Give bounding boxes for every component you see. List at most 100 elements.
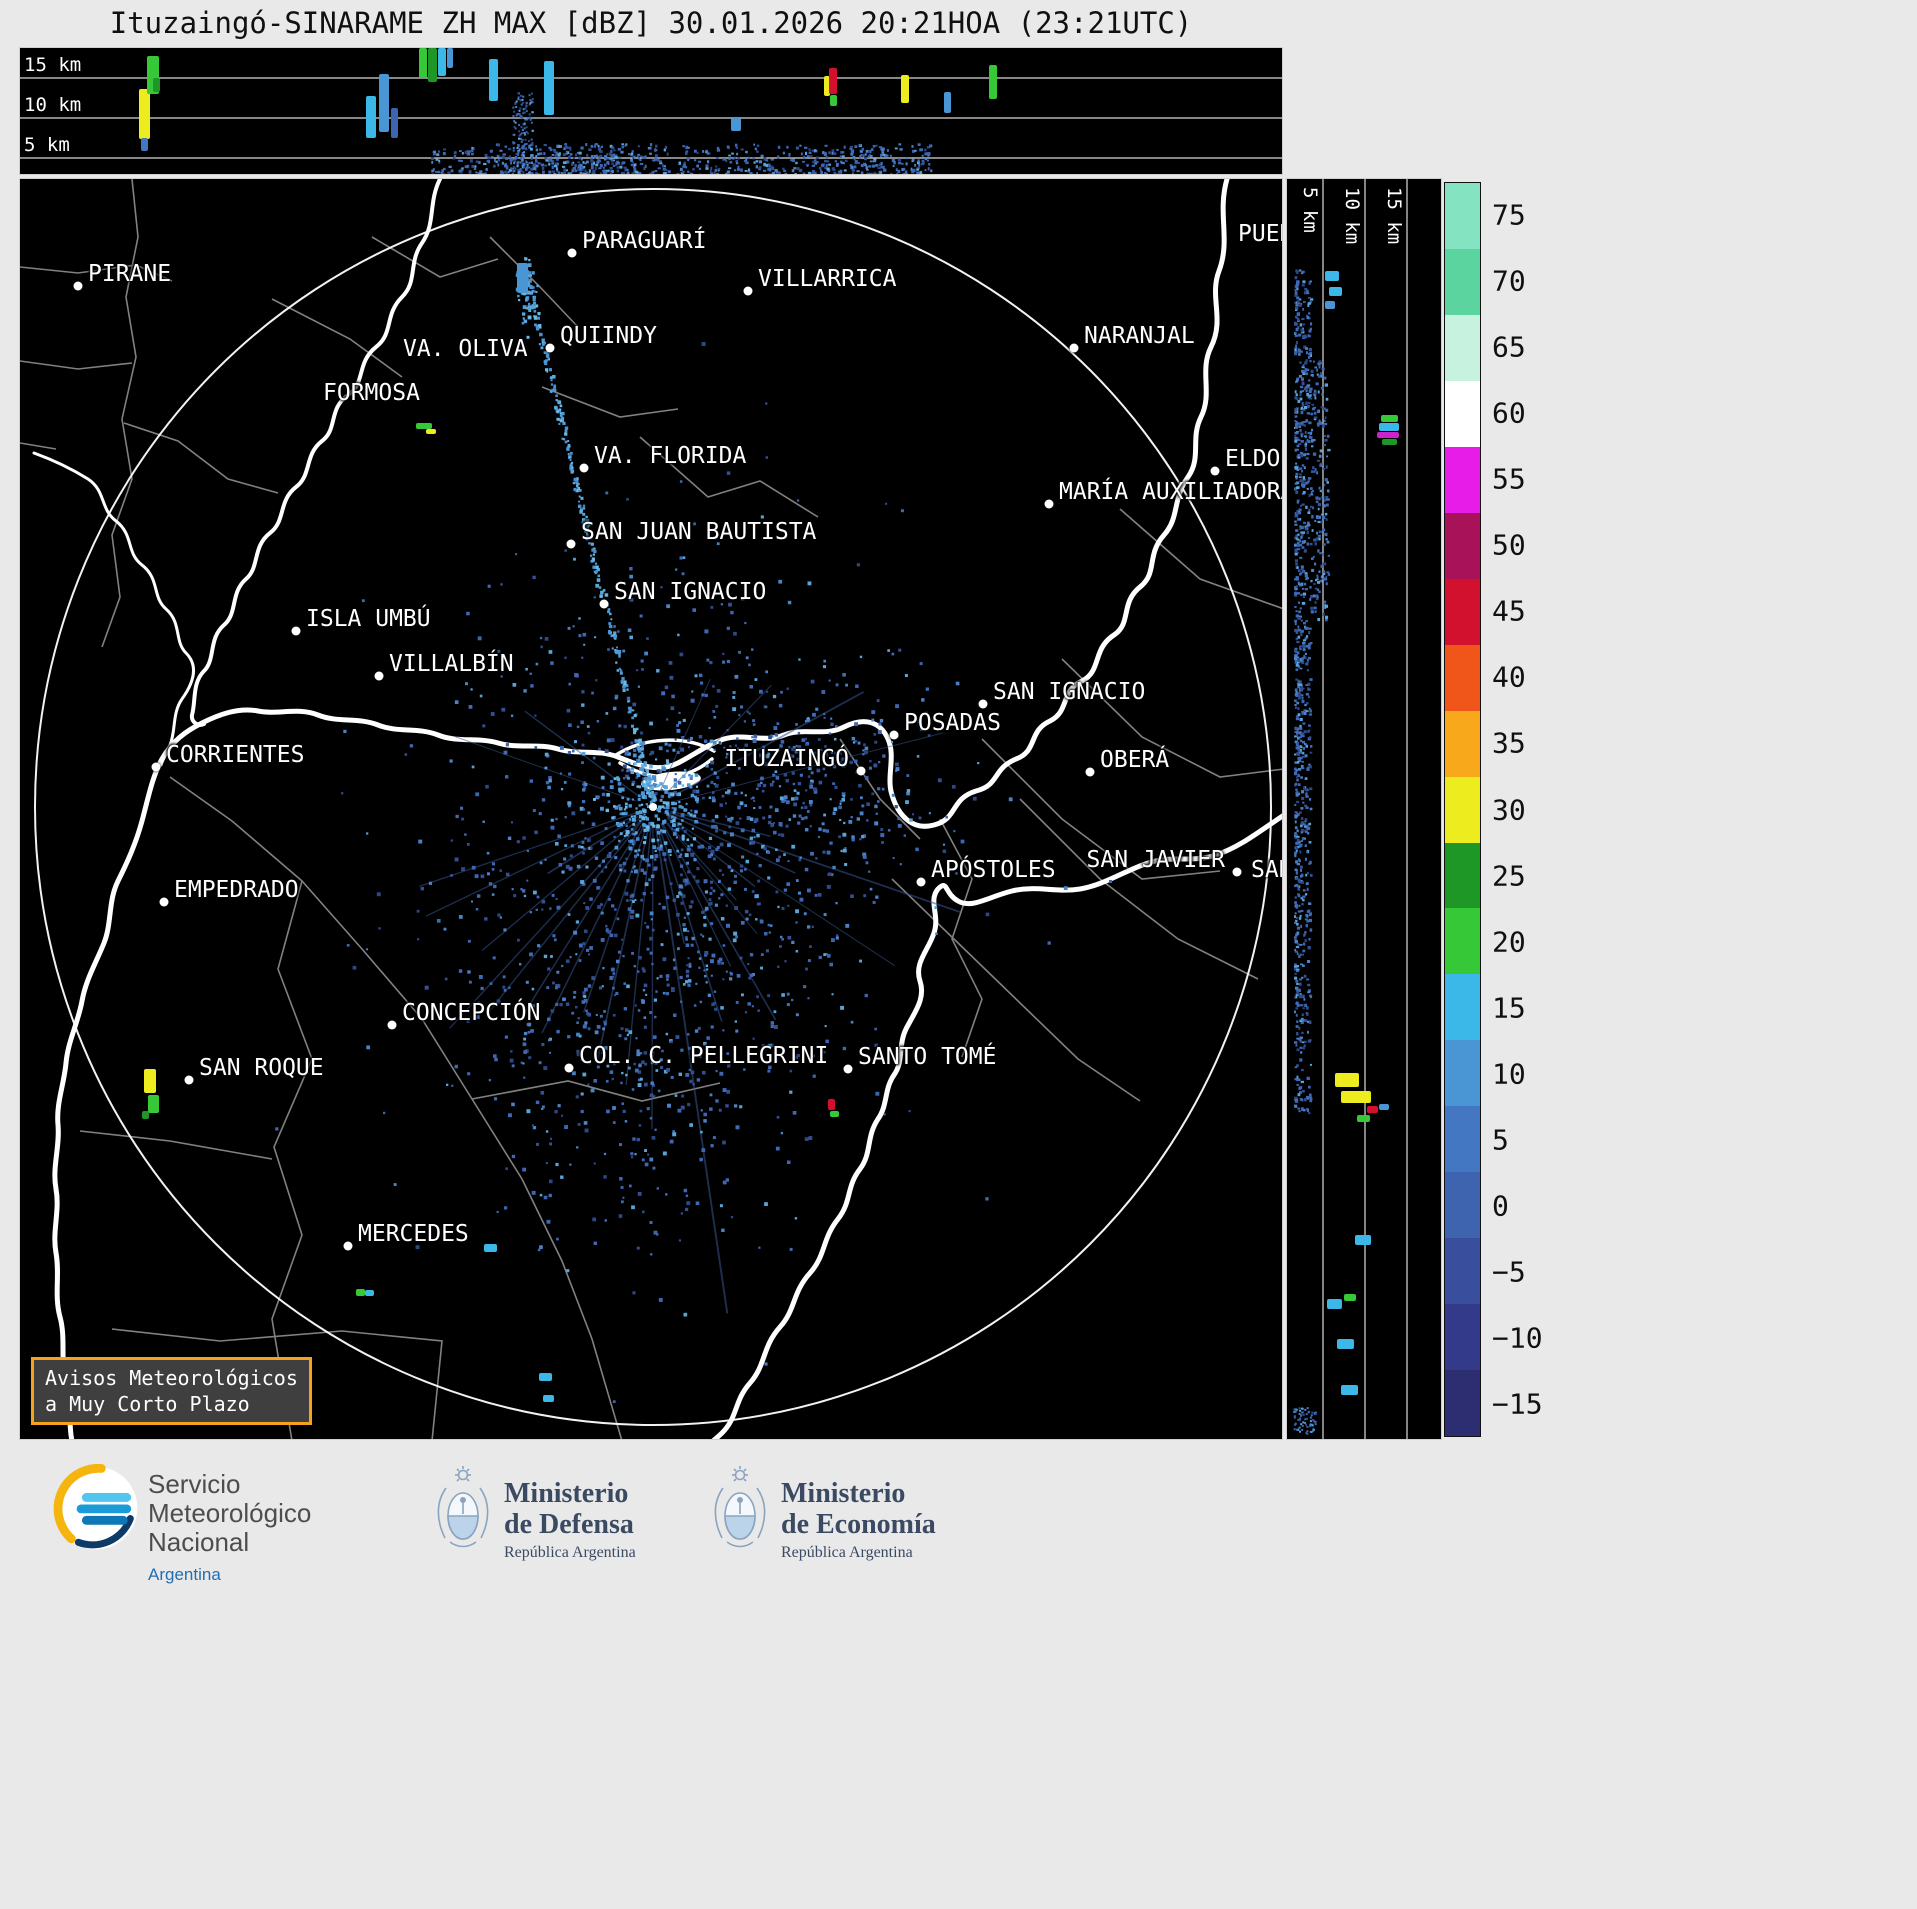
colorbar-band	[1445, 512, 1480, 579]
city-dot	[843, 1064, 853, 1074]
city-label: MERCEDES	[358, 1221, 469, 1247]
city-label: ELDOR	[1225, 446, 1282, 472]
city-dot	[567, 248, 577, 258]
city-dot	[916, 877, 926, 887]
colorbar-tick-label: 65	[1492, 330, 1526, 364]
economia-subtitle: República Argentina	[781, 1544, 913, 1561]
city-label: SAN IGNACIO	[993, 679, 1146, 705]
colorbar-tick-label: −15	[1492, 1387, 1543, 1421]
city-dot	[889, 730, 899, 740]
city-dot	[566, 539, 576, 549]
city-dot	[151, 762, 161, 772]
colorbar-band	[1445, 644, 1480, 711]
city-dot	[343, 1241, 353, 1251]
city-dot	[743, 286, 753, 296]
colorbar-tick-label: 35	[1492, 726, 1526, 760]
profile-echo-cells-layer	[139, 48, 997, 151]
city-label: VILLALBÍN	[389, 651, 514, 677]
city-label: QUIINDY	[560, 323, 657, 349]
colorbar-tick-label: 50	[1492, 528, 1526, 562]
city-label: CONCEPCIÓN	[402, 1000, 541, 1026]
colorbar-band	[1445, 974, 1480, 1041]
colorbar-band	[1445, 1304, 1480, 1371]
colorbar-tick-label: 20	[1492, 925, 1526, 959]
colorbar-band	[1445, 314, 1480, 381]
warning-line-1: Avisos Meteorológicos	[45, 1366, 298, 1390]
city-dot	[1044, 499, 1054, 509]
smn-line-3: Nacional	[148, 1527, 250, 1557]
city-dot	[73, 281, 83, 291]
radar-map-canvas	[20, 179, 1282, 1439]
smn-country: Argentina	[148, 1565, 221, 1584]
city-label: APÓSTOLES	[931, 857, 1056, 883]
colorbar-band	[1445, 842, 1480, 909]
city-dot	[564, 1063, 574, 1073]
city-label: ITUZAINGÓ	[724, 746, 849, 772]
colorbar-band	[1445, 776, 1480, 843]
side-altitude-profile-panel: 5 km 10 km 15 km	[1286, 178, 1442, 1440]
altitude-label-10km: 10 km	[24, 94, 82, 116]
altitude-label-5km: 5 km	[24, 134, 70, 156]
altitude-label-15km: 15 km	[24, 54, 82, 76]
city-label: SAN ROQUE	[199, 1055, 324, 1081]
colorbar-tick-label: 60	[1492, 396, 1526, 430]
colorbar-tick-label: 30	[1492, 793, 1526, 826]
colorbar-band	[1445, 710, 1480, 777]
profile-echo-speckle-layer	[431, 92, 933, 174]
city-label: COL. C. PELLEGRINI	[579, 1043, 829, 1069]
city-label: FORMOSA	[323, 380, 420, 406]
city-label: SAN JAVIER	[1086, 847, 1225, 873]
colorbar-band	[1445, 1040, 1480, 1107]
defensa-line-1: Ministerio	[504, 1478, 629, 1509]
colorbar-band	[1445, 578, 1480, 645]
economia-line-1: Ministerio	[781, 1478, 906, 1509]
city-label: CORRIENTES	[166, 742, 305, 768]
colorbar-tick-label: 10	[1492, 1057, 1526, 1091]
top-altitude-profile-panel: 15 km 10 km 5 km	[19, 47, 1283, 175]
city-label: VA. FLORIDA	[594, 443, 747, 469]
altitude-label-10km-vertical: 10 km	[1341, 187, 1363, 245]
radar-spokes-layer	[419, 679, 961, 1314]
city-label: NARANJAL	[1084, 323, 1195, 349]
warning-line-2: a Muy Corto Plazo	[45, 1392, 250, 1416]
city-label: PUER	[1238, 221, 1282, 247]
radar-map-panel: PIRANE PARAGUARÍ VILLARRICA QUIINDY VA. OLIV…	[19, 178, 1283, 1440]
defensa-line-2: de Defensa	[504, 1509, 634, 1540]
radar-echo-speckle-layer	[275, 257, 1112, 1403]
city-dot	[856, 766, 866, 776]
ministry-defensa-wordmark: Ministerio de Defensa República Argentin…	[504, 1478, 636, 1562]
city-dot	[978, 699, 988, 709]
city-label: SAN IGNACIO	[614, 579, 767, 605]
radar-echo-cells-layer	[142, 263, 839, 1402]
smn-logo-icon	[53, 1464, 138, 1550]
city-label: PIRANE	[88, 261, 172, 287]
city-label: VILLARRICA	[758, 266, 897, 292]
city-label: ISLA UMBÚ	[306, 606, 431, 632]
colorbar-band	[1445, 1106, 1480, 1173]
colorbar-band	[1445, 446, 1480, 513]
warning-annotation-box: Avisos Meteorológicos a Muy Corto Plazo	[31, 1357, 312, 1425]
city-dot	[374, 671, 384, 681]
city-dot	[184, 1075, 194, 1085]
colorbar-tick-label: 15	[1492, 991, 1526, 1025]
defensa-crest-icon	[437, 1466, 489, 1548]
profile-echo-speckle-layer	[1293, 269, 1331, 1435]
side-profile-canvas	[1293, 179, 1408, 1439]
smn-line-1: Servicio	[148, 1469, 241, 1499]
colorbar-tick-label: 55	[1492, 462, 1526, 496]
colorbar-band	[1445, 1238, 1480, 1305]
city-label: OBERÁ	[1100, 747, 1170, 773]
colorbar-tick-label: 40	[1492, 660, 1526, 694]
colorbar-band	[1445, 248, 1480, 315]
range-ring-circle	[34, 188, 1272, 1426]
economia-crest-icon	[714, 1466, 766, 1548]
altitude-label-15km-vertical: 15 km	[1383, 187, 1405, 245]
colorbar-tick-label: 25	[1492, 859, 1526, 893]
colorbar-tick-label: 5	[1492, 1123, 1509, 1157]
colorbar-band	[1445, 1172, 1480, 1239]
smn-line-2: Meteorológico	[148, 1498, 312, 1528]
top-profile-canvas	[20, 48, 1282, 174]
city-label: EMPEDRADO	[174, 877, 299, 903]
colorbar-tick-label: 45	[1492, 594, 1526, 628]
city-label: PARAGUARÍ	[582, 228, 707, 254]
